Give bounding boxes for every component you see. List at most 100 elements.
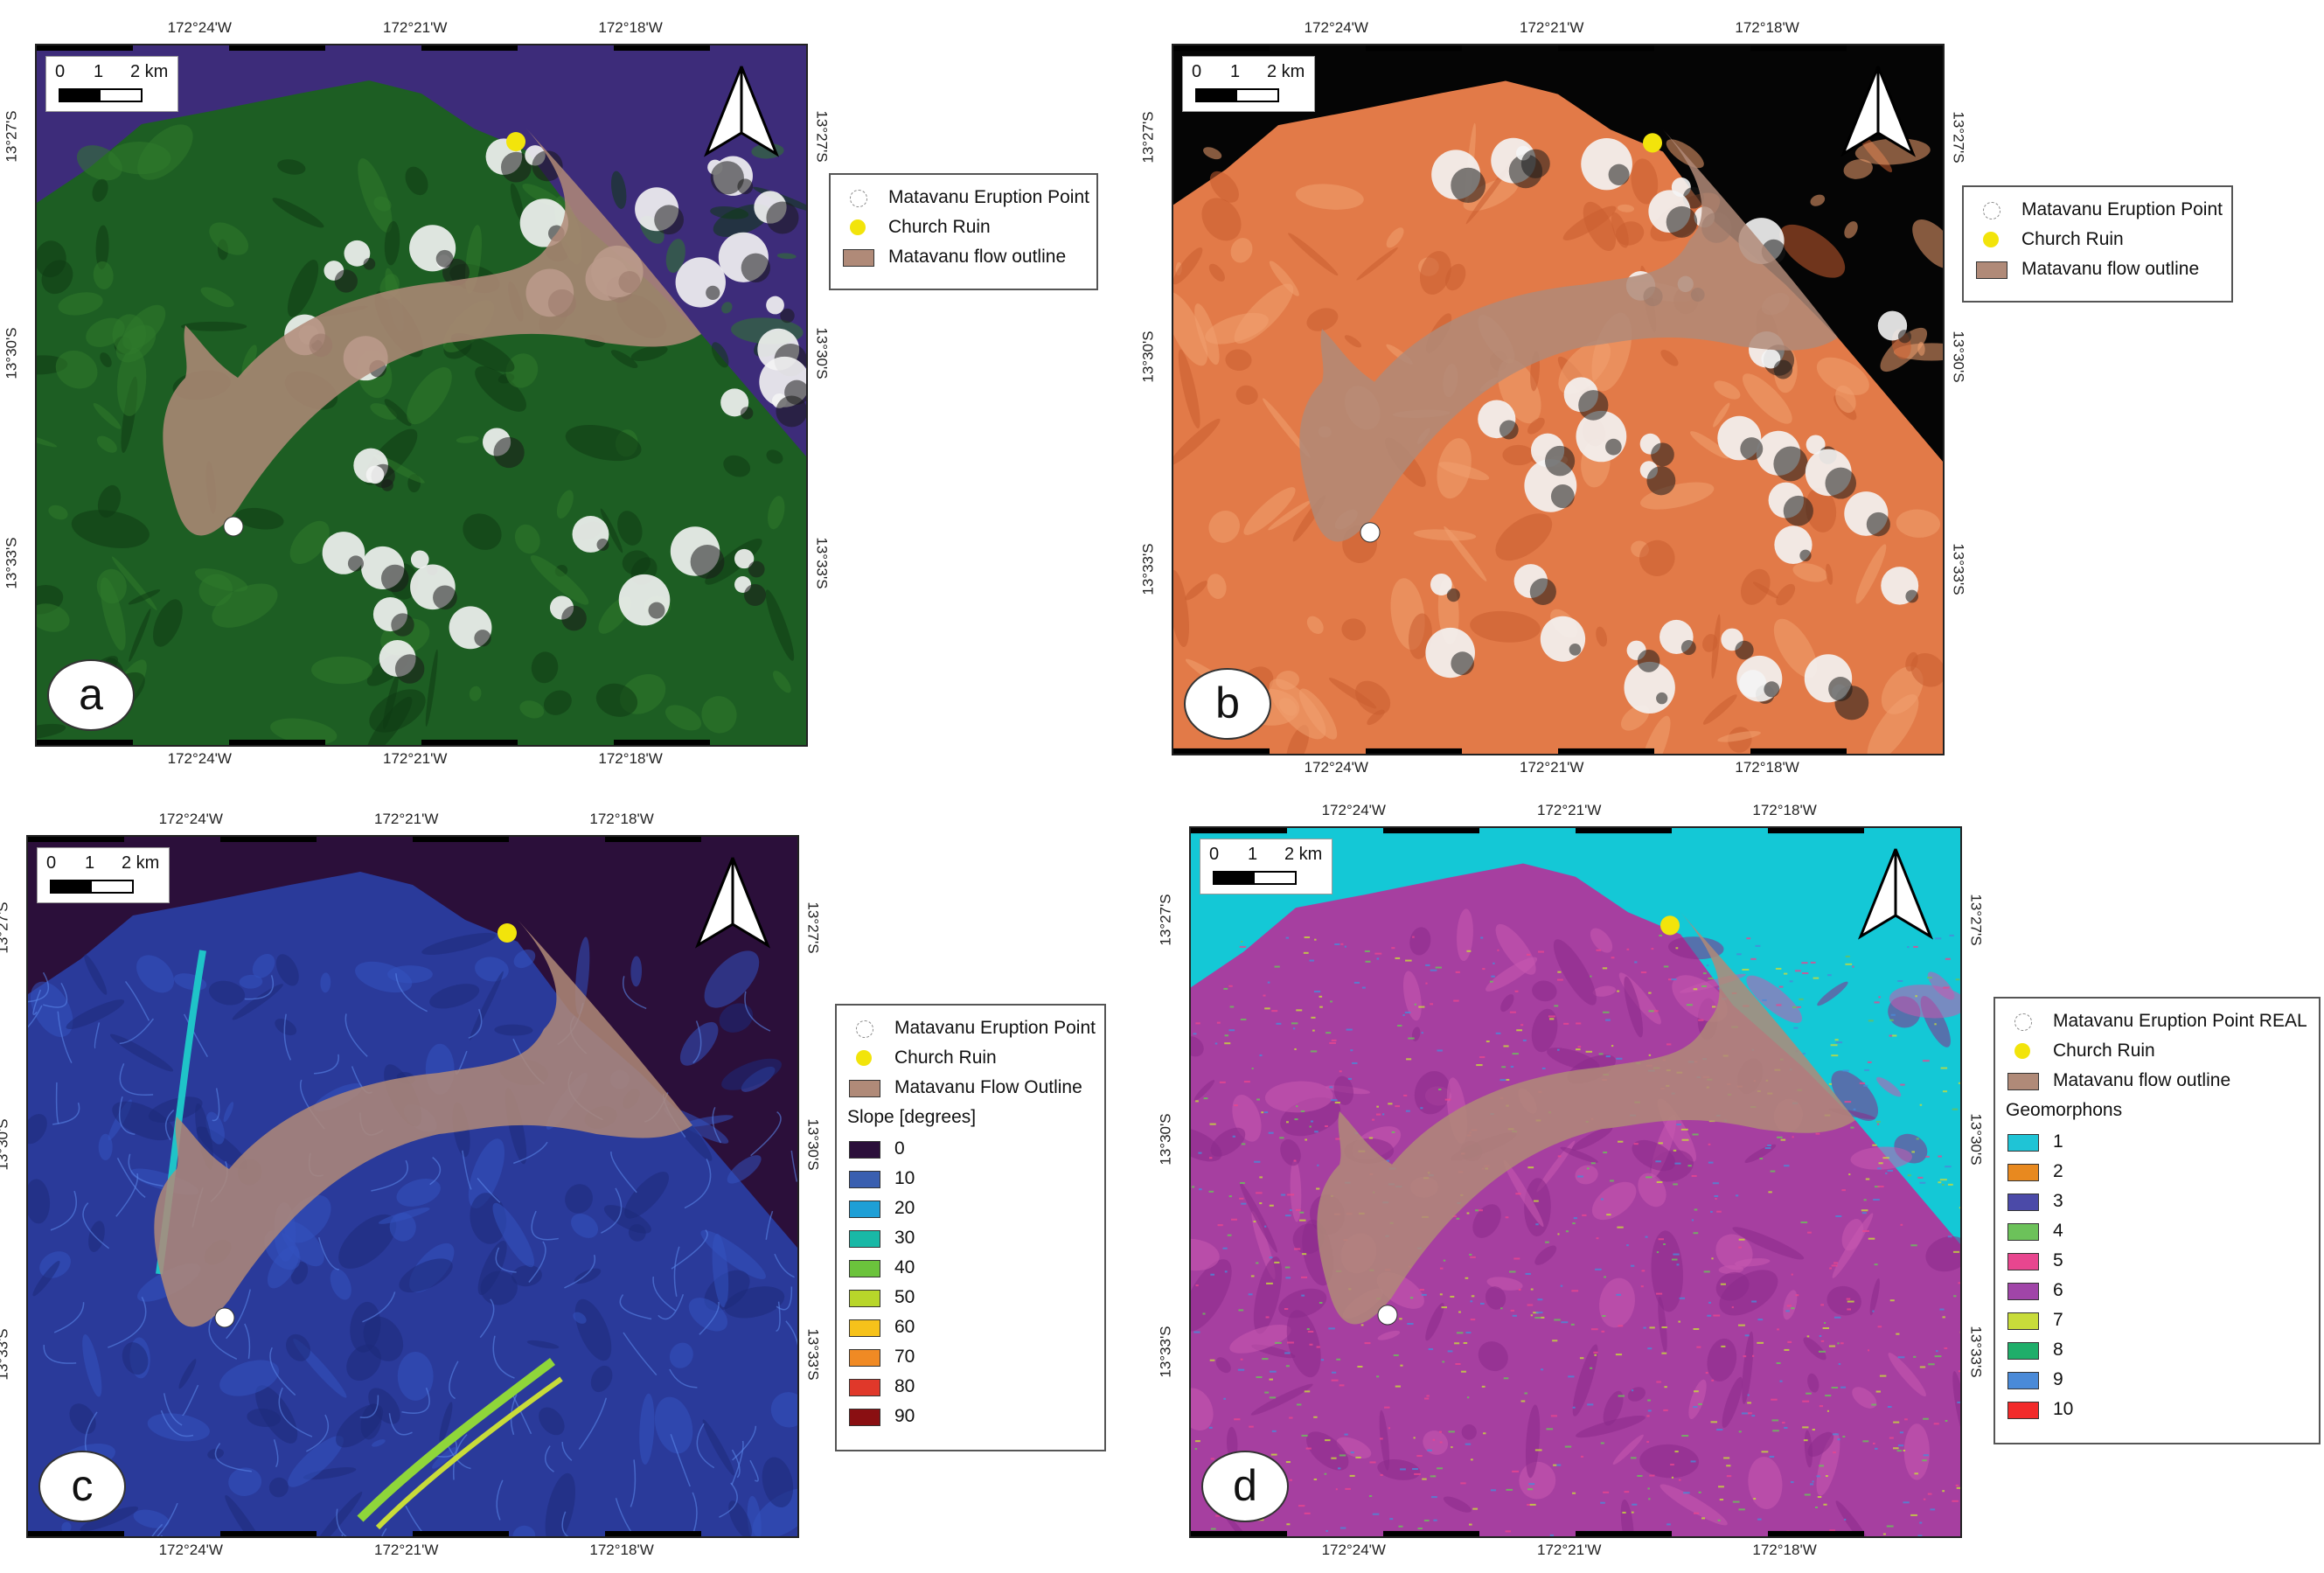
left-tick-label: 13°27'S: [1139, 111, 1157, 164]
bottom-tick-label: 172°24'W: [167, 750, 232, 767]
bottom-tick-label: 172°18'W: [1735, 759, 1799, 776]
sea-area: [28, 837, 797, 1248]
panel-label: c: [38, 1451, 126, 1522]
eruption-point-marker: [1360, 522, 1381, 543]
map-legend: Matavanu Eruption Point Church Ruin Matava…: [835, 1004, 1106, 1451]
legend-class-swatch: [849, 1319, 880, 1337]
legend-class-label: 20: [894, 1198, 915, 1218]
legend-class-swatch: [849, 1349, 880, 1367]
left-tick-label: 13°33'S: [0, 1328, 11, 1381]
north-arrow-icon: [699, 63, 783, 159]
eruption-point-symbol: [1983, 202, 2000, 219]
map-frame: [1172, 44, 1945, 755]
map-frame: [35, 44, 808, 747]
scale-bar-label: 1: [85, 853, 95, 873]
map-image: [1173, 45, 1943, 754]
left-tick-label: 13°30'S: [0, 1118, 11, 1171]
legend-item-label: Church Ruin: [888, 217, 991, 237]
bottom-tick-label: 172°21'W: [383, 750, 448, 767]
legend-class-label: 6: [2053, 1280, 2063, 1300]
eruption-point-marker: [223, 516, 244, 537]
top-tick-label: 172°18'W: [1752, 802, 1817, 818]
top-tick-label: 172°18'W: [1735, 19, 1799, 36]
left-tick-label: 13°30'S: [1157, 1113, 1174, 1166]
map-legend: Matavanu Eruption Point REAL Church Ruin M…: [1993, 997, 2321, 1444]
legend-item-label: Matavanu Eruption Point: [2021, 199, 2223, 219]
legend-class-swatch: [849, 1379, 880, 1396]
map-legend: Matavanu Eruption Point Church Ruin Matava…: [829, 173, 1098, 290]
legend-class-swatch: [2007, 1342, 2039, 1360]
map-legend: Matavanu Eruption Point Church Ruin Matava…: [1962, 185, 2233, 303]
panel-label: d: [1201, 1451, 1289, 1522]
sea-area: [1191, 828, 1960, 1244]
scale-bar: 0 1 2 km: [1182, 56, 1315, 112]
bottom-tick-label: 172°18'W: [1752, 1542, 1817, 1558]
legend-class-label: 10: [894, 1168, 915, 1188]
north-arrow-icon: [1854, 846, 1938, 942]
legend-class-swatch: [849, 1141, 880, 1159]
scale-bar-graphic: [1195, 88, 1279, 102]
eruption-point-symbol: [856, 1020, 873, 1038]
right-tick-label: 13°30'S: [813, 327, 831, 379]
scale-bar-label: 0: [55, 62, 66, 81]
right-tick-label: 13°33'S: [804, 1328, 822, 1381]
scale-bar: 0 1 2 km: [1200, 839, 1332, 894]
matavanu-flow-outline: [1299, 129, 1838, 542]
left-tick-label: 13°33'S: [1157, 1326, 1174, 1378]
legend-class-swatch: [2007, 1134, 2039, 1152]
scale-bar-graphic: [50, 880, 134, 894]
legend-item-label: Matavanu Flow Outline: [894, 1077, 1082, 1097]
scale-bar-label: 0: [46, 853, 57, 873]
scale-bar-label: 0: [1209, 845, 1220, 864]
map-image: [28, 837, 797, 1536]
right-tick-label: 13°27'S: [1967, 894, 1985, 946]
top-tick-label: 172°24'W: [167, 19, 232, 36]
legend-class-label: 40: [894, 1257, 915, 1277]
legend-class-label: 4: [2053, 1221, 2063, 1241]
scale-bar: 0 1 2 km: [37, 847, 170, 903]
legend-class-label: 90: [894, 1406, 915, 1426]
legend-class-swatch: [849, 1201, 880, 1218]
left-tick-label: 13°27'S: [1157, 894, 1174, 946]
scale-bar-label: 2 km: [1284, 845, 1323, 864]
right-tick-label: 13°33'S: [1967, 1326, 1985, 1378]
legend-item-label: Church Ruin: [2053, 1041, 2155, 1061]
bottom-tick-label: 172°18'W: [598, 750, 663, 767]
legend-class-label: 2: [2053, 1161, 2063, 1181]
legend-class-label: 0: [894, 1138, 905, 1159]
flow-outline-swatch: [1976, 261, 2007, 279]
legend-class-swatch: [849, 1290, 880, 1307]
scale-bar-label: 1: [94, 62, 104, 81]
top-tick-label: 172°18'W: [598, 19, 663, 36]
map-frame: [26, 835, 799, 1538]
church-ruin-symbol: [856, 1050, 872, 1066]
legend-class-label: 5: [2053, 1250, 2063, 1270]
map-frame: [1189, 826, 1962, 1538]
north-arrow-icon: [1836, 63, 1920, 159]
church-ruin-marker: [1643, 133, 1662, 153]
top-tick-label: 172°21'W: [1537, 802, 1602, 818]
legend-class-swatch: [849, 1230, 880, 1248]
left-tick-label: 13°27'S: [0, 901, 11, 954]
top-tick-label: 172°21'W: [1520, 19, 1584, 36]
bottom-tick-label: 172°21'W: [374, 1542, 439, 1558]
scale-bar-graphic: [1213, 871, 1297, 885]
map-image: [1191, 828, 1960, 1536]
church-ruin-symbol: [850, 219, 866, 235]
scale-bar-label: 1: [1230, 62, 1241, 81]
scale-bar: 0 1 2 km: [45, 56, 178, 112]
legend-class-label: 8: [2053, 1340, 2063, 1360]
legend-class-label: 30: [894, 1228, 915, 1248]
church-ruin-symbol: [2014, 1043, 2030, 1059]
bottom-tick-label: 172°24'W: [1321, 1542, 1386, 1558]
legend-class-swatch: [2007, 1253, 2039, 1270]
matavanu-flow-outline: [163, 129, 701, 536]
legend-class-title: Slope [degrees]: [847, 1107, 977, 1127]
left-tick-label: 13°30'S: [3, 327, 20, 379]
legend-class-swatch: [2007, 1312, 2039, 1330]
matavanu-flow-outline: [154, 920, 692, 1327]
right-tick-label: 13°27'S: [1950, 111, 1967, 164]
bottom-tick-label: 172°21'W: [1520, 759, 1584, 776]
legend-class-label: 3: [2053, 1191, 2063, 1211]
legend-item-label: Church Ruin: [2021, 229, 2124, 249]
